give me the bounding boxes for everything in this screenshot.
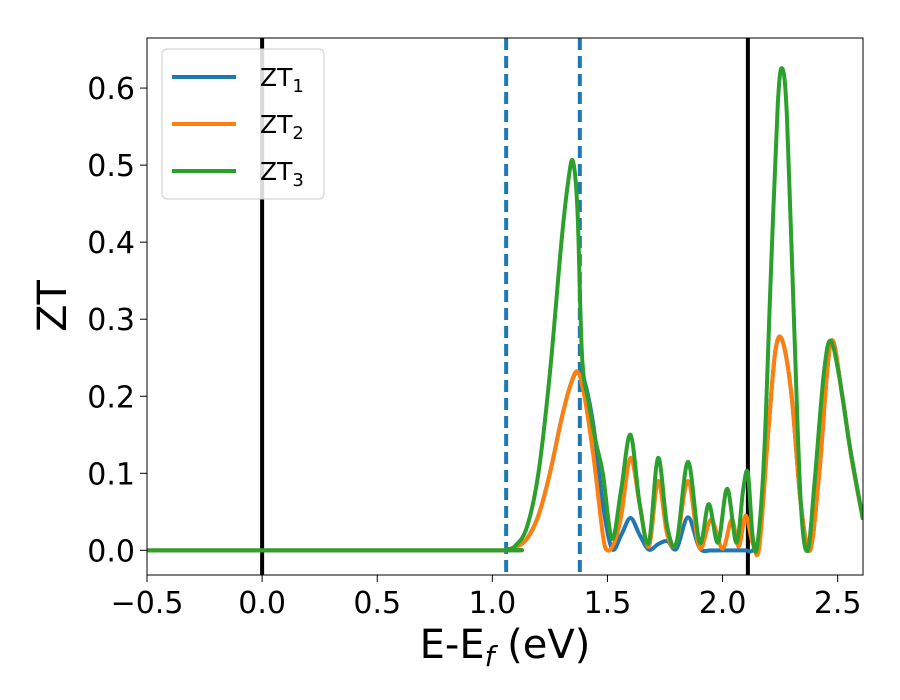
- y-tick-label: 0.1: [87, 457, 135, 492]
- x-axis-label: E-Ef (eV): [420, 622, 591, 673]
- x-tick-label: 0.5: [353, 586, 401, 621]
- legend-label-zt1: ZT1: [260, 63, 304, 97]
- plot-frame: [146, 37, 864, 576]
- series-line-zt3: [147, 66, 863, 554]
- x-tick-label: 1.5: [584, 586, 632, 621]
- y-tick-label: 0.5: [87, 149, 135, 184]
- legend: ZT1 ZT2 ZT3: [161, 48, 325, 200]
- x-axis: −0.5 0.0 0.5 1.0 1.5 2.0 2.5: [111, 575, 862, 621]
- legend-label-zt2: ZT2: [260, 110, 304, 144]
- x-tick-label: 2.0: [699, 586, 747, 621]
- x-tick-label: 1.0: [468, 586, 516, 621]
- legend-frame: [161, 48, 325, 200]
- y-tick-label: 0.4: [87, 226, 135, 261]
- y-axis: 0.0 0.1 0.2 0.3 0.4 0.5 0.6: [87, 72, 147, 569]
- y-tick-label: 0.6: [87, 72, 135, 107]
- legend-label-zt3: ZT3: [260, 157, 304, 191]
- y-tick-label: 0.3: [87, 303, 135, 338]
- y-tick-label: 0.0: [87, 534, 135, 569]
- x-tick-label: 0.0: [238, 586, 286, 621]
- y-tick-label: 0.2: [87, 380, 135, 415]
- series-layer: [147, 66, 863, 558]
- x-tick-label: −0.5: [111, 586, 184, 621]
- y-axis-label: ZT: [30, 280, 76, 332]
- x-tick-label: 2.5: [814, 586, 862, 621]
